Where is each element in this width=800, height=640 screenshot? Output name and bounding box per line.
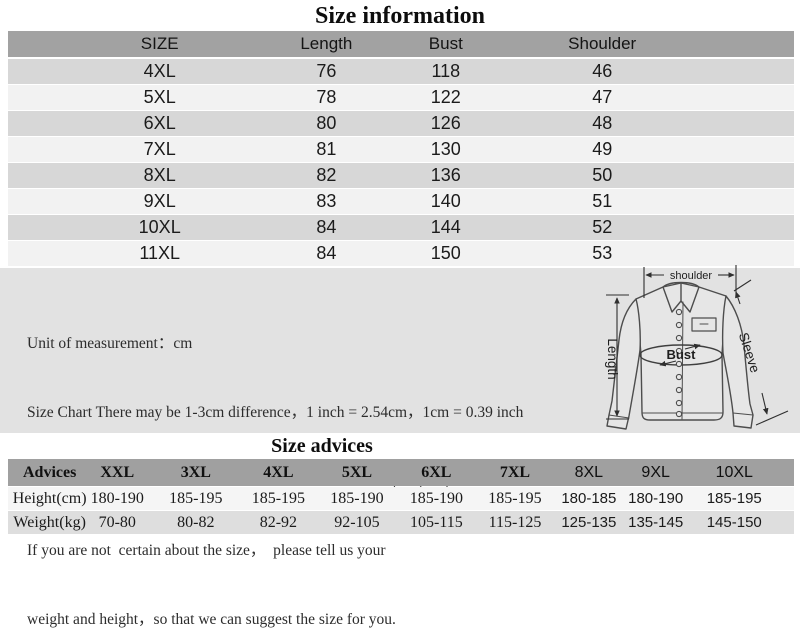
table-row: 4XL 76 118 46 <box>8 59 794 84</box>
size-cell: 8XL <box>143 165 176 185</box>
bust-cell: 150 <box>430 243 461 263</box>
table-row: 11XL 84 150 53 <box>8 241 794 266</box>
bust-cell: 118 <box>431 61 461 81</box>
weight-cell: 80-82 <box>177 514 215 531</box>
size-information-table: SIZE Length Bust Shoulder 4XL 76 118 46 … <box>8 31 794 267</box>
size-cell: 9XL <box>143 191 176 211</box>
column-header-size: XXL <box>100 464 135 481</box>
jacket-pocket <box>691 317 717 332</box>
weight-cell: 70-80 <box>98 514 136 531</box>
size-cell: 6XL <box>143 113 176 133</box>
length-cell: 80 <box>316 113 337 133</box>
bust-cell: 136 <box>430 165 461 185</box>
size-advices-table: Advices XXL 3XL 4XL 5XL 6XL 7XL 8XL 9XL … <box>8 459 794 535</box>
advices-header-row: Advices XXL 3XL 4XL 5XL 6XL 7XL 8XL 9XL … <box>8 459 794 486</box>
shoulder-cell: 48 <box>592 113 613 133</box>
size-cell: 4XL <box>143 61 176 81</box>
length-cell: 83 <box>316 191 337 211</box>
row-label-height: Height(cm) <box>12 490 87 507</box>
weight-cell: 145-150 <box>706 514 762 531</box>
garment-measurement-diagram: shoulder Length Bust Sleeve <box>605 265 789 430</box>
size-cell: 11XL <box>139 243 181 263</box>
table-row: 6XL 80 126 48 <box>8 111 794 136</box>
height-cell: 185-195 <box>706 490 762 507</box>
bust-cell: 122 <box>430 87 461 107</box>
shoulder-cell: 46 <box>592 61 613 81</box>
jacket-right-sleeve <box>721 295 754 429</box>
column-header-size: 9XL <box>641 464 670 481</box>
row-label-weight: Weight(kg) <box>13 514 86 531</box>
column-header-length: Length <box>300 34 353 53</box>
height-cell: 185-190 <box>409 490 464 507</box>
weight-row: Weight(kg) 70-80 80-82 82-92 92-105 105-… <box>8 511 794 534</box>
table-row: 9XL 83 140 51 <box>8 189 794 214</box>
length-cell: 84 <box>316 217 337 237</box>
height-cell: 185-195 <box>488 490 542 507</box>
size-cell: 5XL <box>143 87 176 107</box>
page-title: Size information <box>315 3 485 29</box>
shoulder-cell: 47 <box>592 87 613 107</box>
length-cell: 76 <box>316 61 337 81</box>
shoulder-cell: 51 <box>592 191 613 211</box>
height-cell: 180-185 <box>561 490 617 507</box>
column-header-advices: Advices <box>22 464 77 481</box>
weight-cell: 135-145 <box>628 514 684 531</box>
bust-cell: 140 <box>430 191 461 211</box>
column-header-size: 10XL <box>715 464 753 481</box>
table-row: 8XL 82 136 50 <box>8 163 794 188</box>
length-cell: 81 <box>316 139 337 159</box>
weight-cell: 115-125 <box>488 514 542 531</box>
height-cell: 185-195 <box>169 490 223 507</box>
column-header-size: 8XL <box>574 464 604 481</box>
sleeve-measure-tick <box>755 410 789 426</box>
jacket-buttons <box>675 308 683 418</box>
height-cell: 185-190 <box>330 490 384 507</box>
column-header-size: 3XL <box>180 464 211 481</box>
column-header-size: 4XL <box>263 464 294 481</box>
sleeve-measure-tick <box>733 279 752 292</box>
height-row: Height(cm) 180-190 185-195 185-195 185-1… <box>8 487 794 510</box>
weight-cell: 82-92 <box>259 514 298 531</box>
note-line: weight and height，so that we can suggest… <box>27 611 396 628</box>
bust-cell: 126 <box>430 113 461 133</box>
diagram-length-label: Length <box>605 338 620 379</box>
length-cell: 82 <box>316 165 337 185</box>
shoulder-cell: 50 <box>592 165 613 185</box>
shoulder-cell: 49 <box>592 139 613 159</box>
bust-cell: 144 <box>430 217 461 237</box>
column-header-bust: Bust <box>428 34 463 53</box>
length-cell: 78 <box>316 87 337 107</box>
height-cell: 180-190 <box>628 490 684 507</box>
note-line: Unit of measurement：cm <box>27 335 193 352</box>
weight-cell: 125-135 <box>561 514 617 531</box>
column-header-shoulder: Shoulder <box>568 34 637 53</box>
table-row: 10XL 84 144 52 <box>8 215 794 240</box>
height-cell: 180-190 <box>90 490 144 507</box>
shoulder-cell: 52 <box>592 217 613 237</box>
length-cell: 84 <box>316 243 337 263</box>
column-header-size: SIZE <box>140 34 179 53</box>
size-advices-title: Size advices <box>271 435 373 457</box>
note-line: If you are not certain about the size， p… <box>27 542 386 559</box>
column-header-size: 6XL <box>421 464 452 481</box>
diagram-shoulder-label: shoulder <box>670 270 713 282</box>
height-cell: 185-195 <box>251 490 306 507</box>
weight-cell: 92-105 <box>334 514 380 531</box>
bust-cell: 130 <box>430 139 461 159</box>
column-header-size: 7XL <box>499 464 531 481</box>
table-row: 5XL 78 122 47 <box>8 85 794 110</box>
diagram-bust-label: Bust <box>667 347 697 362</box>
size-cell: 10XL <box>138 217 181 237</box>
size-cell: 7XL <box>143 139 176 159</box>
column-header-size: 5XL <box>341 464 373 481</box>
size-table-header-row: SIZE Length Bust Shoulder <box>8 31 794 57</box>
note-line: Size Chart There may be 1-3cm difference… <box>27 404 524 421</box>
table-row: 7XL 81 130 49 <box>8 137 794 162</box>
weight-cell: 105-115 <box>409 514 463 531</box>
shoulder-cell: 53 <box>592 243 613 263</box>
